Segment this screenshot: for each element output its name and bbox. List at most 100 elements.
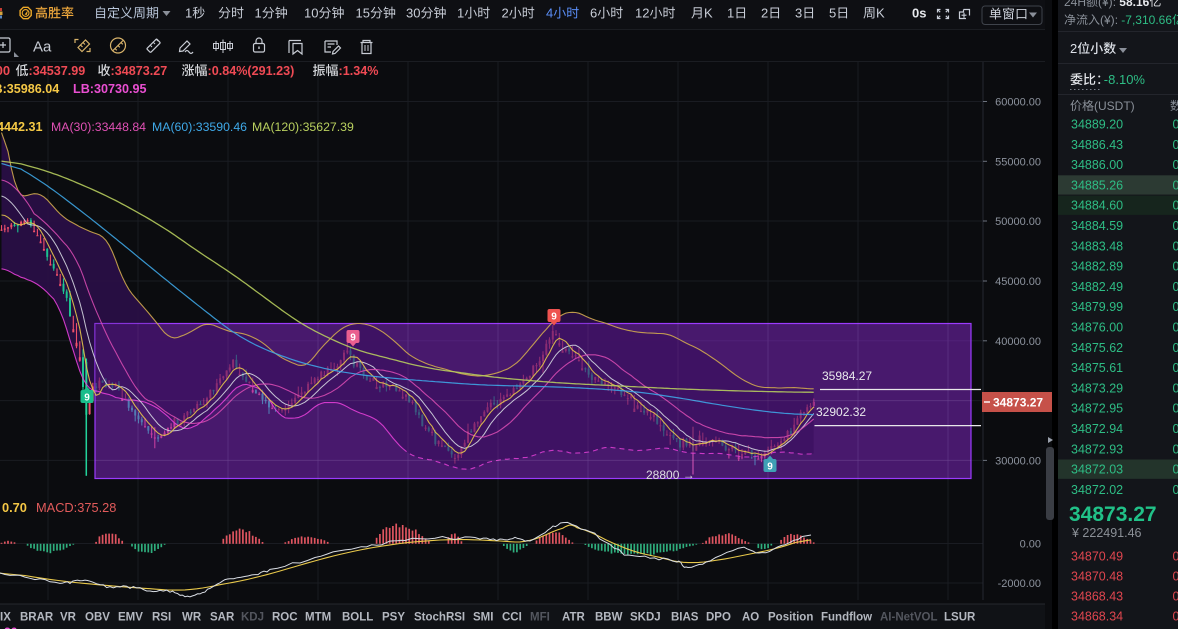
svg-text:K: K (704, 6, 713, 21)
svg-text:34885.26: 34885.26 (1071, 178, 1123, 192)
svg-text:IX: IX (0, 612, 11, 624)
svg-text:OBV: OBV (85, 612, 110, 624)
svg-text:BOLL: BOLL (342, 612, 373, 624)
svg-text:LB:30730.95: LB:30730.95 (73, 82, 147, 96)
svg-text:26: 26 (4, 625, 18, 629)
svg-text:30000.00: 30000.00 (995, 455, 1041, 467)
svg-text:0: 0 (1173, 381, 1178, 395)
svg-text:28800 →: 28800 → (646, 468, 695, 482)
svg-text:34875.61: 34875.61 (1071, 361, 1123, 375)
svg-text:0: 0 (1173, 239, 1178, 253)
svg-text:MFI: MFI (530, 612, 550, 624)
svg-text:58.16: 58.16 (1119, 0, 1149, 9)
svg-text:MACD:375.28: MACD:375.28 (36, 500, 116, 515)
svg-text:ATR: ATR (562, 612, 585, 624)
svg-text:(USDT): (USDT) (1094, 99, 1135, 113)
svg-text:34879.99: 34879.99 (1071, 300, 1123, 314)
svg-text:SMI: SMI (473, 612, 493, 624)
svg-text:Fundflow: Fundflow (821, 612, 872, 624)
svg-text:55000.00: 55000.00 (995, 156, 1041, 168)
svg-text:0s: 0s (912, 6, 926, 21)
svg-text:1: 1 (255, 6, 262, 21)
svg-text:10: 10 (304, 6, 318, 21)
svg-text:PSY: PSY (382, 612, 405, 624)
svg-text:Aa: Aa (33, 39, 52, 56)
svg-text:1: 1 (457, 6, 464, 21)
svg-text::: : (1113, 0, 1116, 9)
svg-text:0: 0 (1173, 158, 1178, 172)
svg-text:34868.34: 34868.34 (1071, 610, 1123, 624)
svg-text:-8.10%: -8.10% (1104, 72, 1146, 87)
svg-text:34872.02: 34872.02 (1071, 483, 1123, 497)
svg-text::1.34%: :1.34% (339, 64, 379, 78)
svg-text:34872.03: 34872.03 (1071, 463, 1123, 477)
svg-text:9: 9 (84, 392, 90, 403)
svg-text:StochRSI: StochRSI (414, 612, 465, 624)
svg-text:BBW: BBW (595, 612, 623, 624)
svg-text:30: 30 (406, 6, 420, 21)
svg-text:.00: .00 (0, 63, 10, 78)
svg-text:0: 0 (1173, 402, 1178, 416)
svg-text:34868.43: 34868.43 (1071, 590, 1123, 604)
svg-text:VR: VR (60, 612, 77, 624)
svg-text:6: 6 (590, 6, 597, 21)
svg-text:B:35986.04: B:35986.04 (0, 82, 59, 96)
svg-text:34889.20: 34889.20 (1071, 118, 1123, 132)
svg-text:0: 0 (1173, 300, 1178, 314)
svg-text:K: K (876, 6, 885, 21)
svg-text:BRAR: BRAR (20, 612, 54, 624)
svg-text:0: 0 (1173, 361, 1178, 375)
svg-text:CCI: CCI (502, 612, 522, 624)
svg-text:1: 1 (185, 6, 192, 21)
svg-text:2: 2 (1070, 41, 1077, 56)
svg-text::34873.27: :34873.27 (111, 64, 168, 78)
svg-text:0: 0 (1173, 550, 1178, 564)
svg-text:AO: AO (742, 612, 759, 624)
svg-text:LSUR: LSUR (944, 612, 976, 624)
svg-text:24H: 24H (1064, 0, 1086, 9)
svg-text:0: 0 (1173, 178, 1178, 192)
svg-text:(¥): (¥) (1100, 13, 1115, 27)
svg-text:34886.43: 34886.43 (1071, 138, 1123, 152)
svg-text:¥ 222491.46: ¥ 222491.46 (1071, 526, 1142, 540)
svg-text:34875.62: 34875.62 (1071, 341, 1123, 355)
svg-text:0: 0 (1173, 570, 1178, 584)
svg-text:0: 0 (1173, 610, 1178, 624)
svg-text:SKDJ: SKDJ (630, 612, 661, 624)
svg-text:2: 2 (761, 6, 768, 21)
svg-text::34537.99: :34537.99 (29, 64, 86, 78)
svg-text::0.84%(291.23): :0.84%(291.23) (208, 64, 295, 78)
svg-text:34884.59: 34884.59 (1071, 219, 1123, 233)
svg-text:MA(120):35627.39: MA(120):35627.39 (252, 120, 354, 134)
svg-text:3: 3 (795, 6, 802, 21)
svg-text:-7,310.66: -7,310.66 (1121, 13, 1172, 27)
svg-text:9: 9 (350, 332, 356, 343)
svg-text:9: 9 (767, 461, 773, 472)
svg-text:50000.00: 50000.00 (995, 216, 1041, 228)
svg-text:ROC: ROC (272, 612, 298, 624)
svg-text:34872.95: 34872.95 (1071, 402, 1123, 416)
svg-text:WR: WR (182, 612, 202, 624)
svg-text:34883.48: 34883.48 (1071, 239, 1123, 253)
svg-text:0: 0 (1173, 590, 1178, 604)
svg-text:SAR: SAR (210, 612, 235, 624)
svg-text:15: 15 (356, 6, 370, 21)
svg-text:12: 12 (635, 6, 649, 21)
svg-text:MTM: MTM (305, 612, 331, 624)
svg-text:AI-NetVOL: AI-NetVOL (880, 612, 938, 624)
svg-text:34884.60: 34884.60 (1071, 199, 1123, 213)
svg-text:DPO: DPO (706, 612, 731, 624)
svg-text:32902.32: 32902.32 (816, 405, 866, 419)
svg-text:0: 0 (1173, 341, 1178, 355)
svg-text:0: 0 (1173, 463, 1178, 477)
svg-text:5: 5 (829, 6, 836, 21)
svg-text:2: 2 (502, 6, 509, 21)
svg-text:1: 1 (727, 6, 734, 21)
svg-text:BIAS: BIAS (671, 612, 699, 624)
svg-text:35984.27: 35984.27 (822, 369, 872, 383)
svg-text:34876.00: 34876.00 (1071, 321, 1123, 335)
svg-text:34886.00: 34886.00 (1071, 158, 1123, 172)
svg-text:0: 0 (1173, 199, 1178, 213)
svg-text:0: 0 (1173, 219, 1178, 233)
svg-text:9: 9 (551, 311, 557, 322)
